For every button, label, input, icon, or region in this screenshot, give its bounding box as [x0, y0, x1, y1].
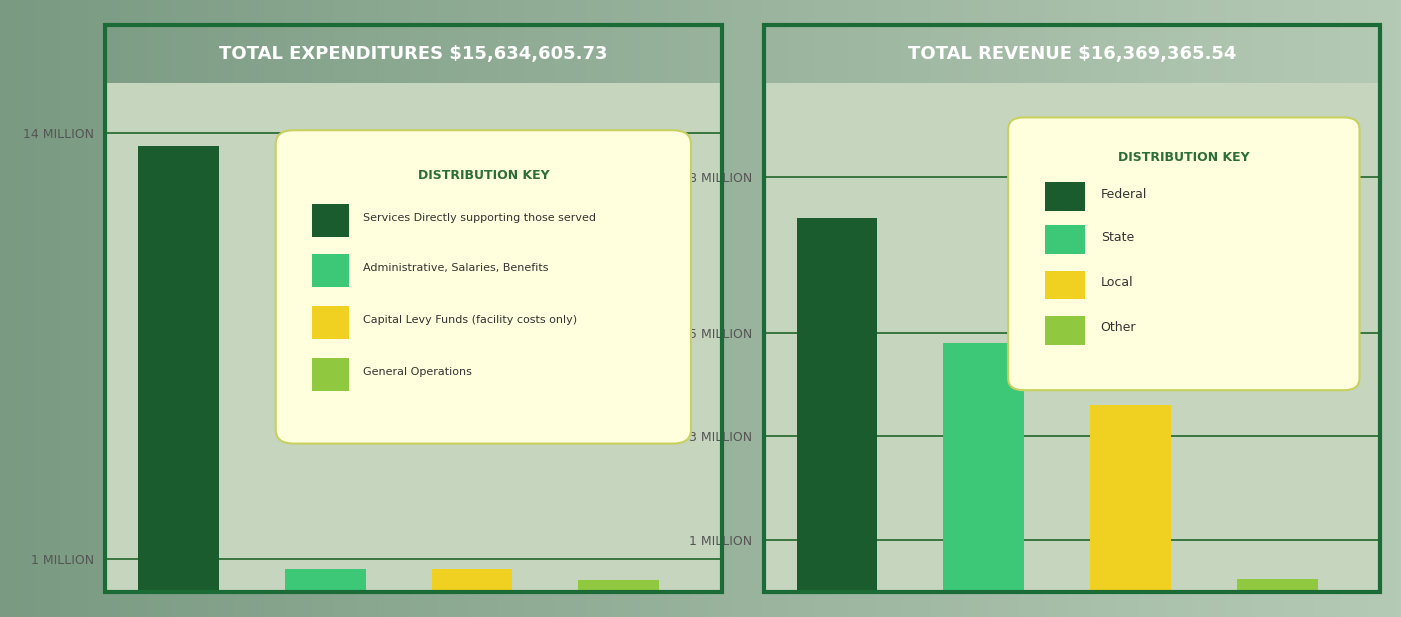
Text: Services Directly supporting those served: Services Directly supporting those serve… — [363, 213, 597, 223]
Text: TOTAL REVENUE $16,369,365.54: TOTAL REVENUE $16,369,365.54 — [908, 45, 1236, 63]
FancyBboxPatch shape — [312, 204, 349, 238]
FancyBboxPatch shape — [312, 358, 349, 391]
Text: Local: Local — [1101, 276, 1133, 289]
Bar — [139, 146, 219, 592]
Text: General Operations: General Operations — [363, 367, 472, 377]
Bar — [797, 218, 877, 592]
Text: DISTRIBUTION KEY: DISTRIBUTION KEY — [1118, 151, 1250, 164]
Text: Administrative, Salaries, Benefits: Administrative, Salaries, Benefits — [363, 263, 549, 273]
FancyBboxPatch shape — [1045, 271, 1086, 299]
Bar — [579, 580, 658, 592]
Bar — [943, 343, 1024, 592]
FancyBboxPatch shape — [1009, 117, 1359, 390]
FancyBboxPatch shape — [312, 254, 349, 287]
FancyBboxPatch shape — [1045, 316, 1086, 345]
Text: DISTRIBUTION KEY: DISTRIBUTION KEY — [417, 168, 549, 182]
Bar — [432, 569, 513, 592]
Text: Capital Levy Funds (facility costs only): Capital Levy Funds (facility costs only) — [363, 315, 577, 325]
Text: State: State — [1101, 231, 1133, 244]
Text: Other: Other — [1101, 321, 1136, 334]
Bar — [1090, 405, 1171, 592]
Bar — [284, 569, 366, 592]
Text: TOTAL EXPENDITURES $15,634,605.73: TOTAL EXPENDITURES $15,634,605.73 — [219, 45, 608, 63]
Text: Federal: Federal — [1101, 188, 1147, 201]
FancyBboxPatch shape — [1045, 182, 1086, 211]
FancyBboxPatch shape — [1045, 225, 1086, 254]
Bar — [1237, 579, 1317, 592]
FancyBboxPatch shape — [276, 130, 691, 444]
FancyBboxPatch shape — [312, 306, 349, 339]
